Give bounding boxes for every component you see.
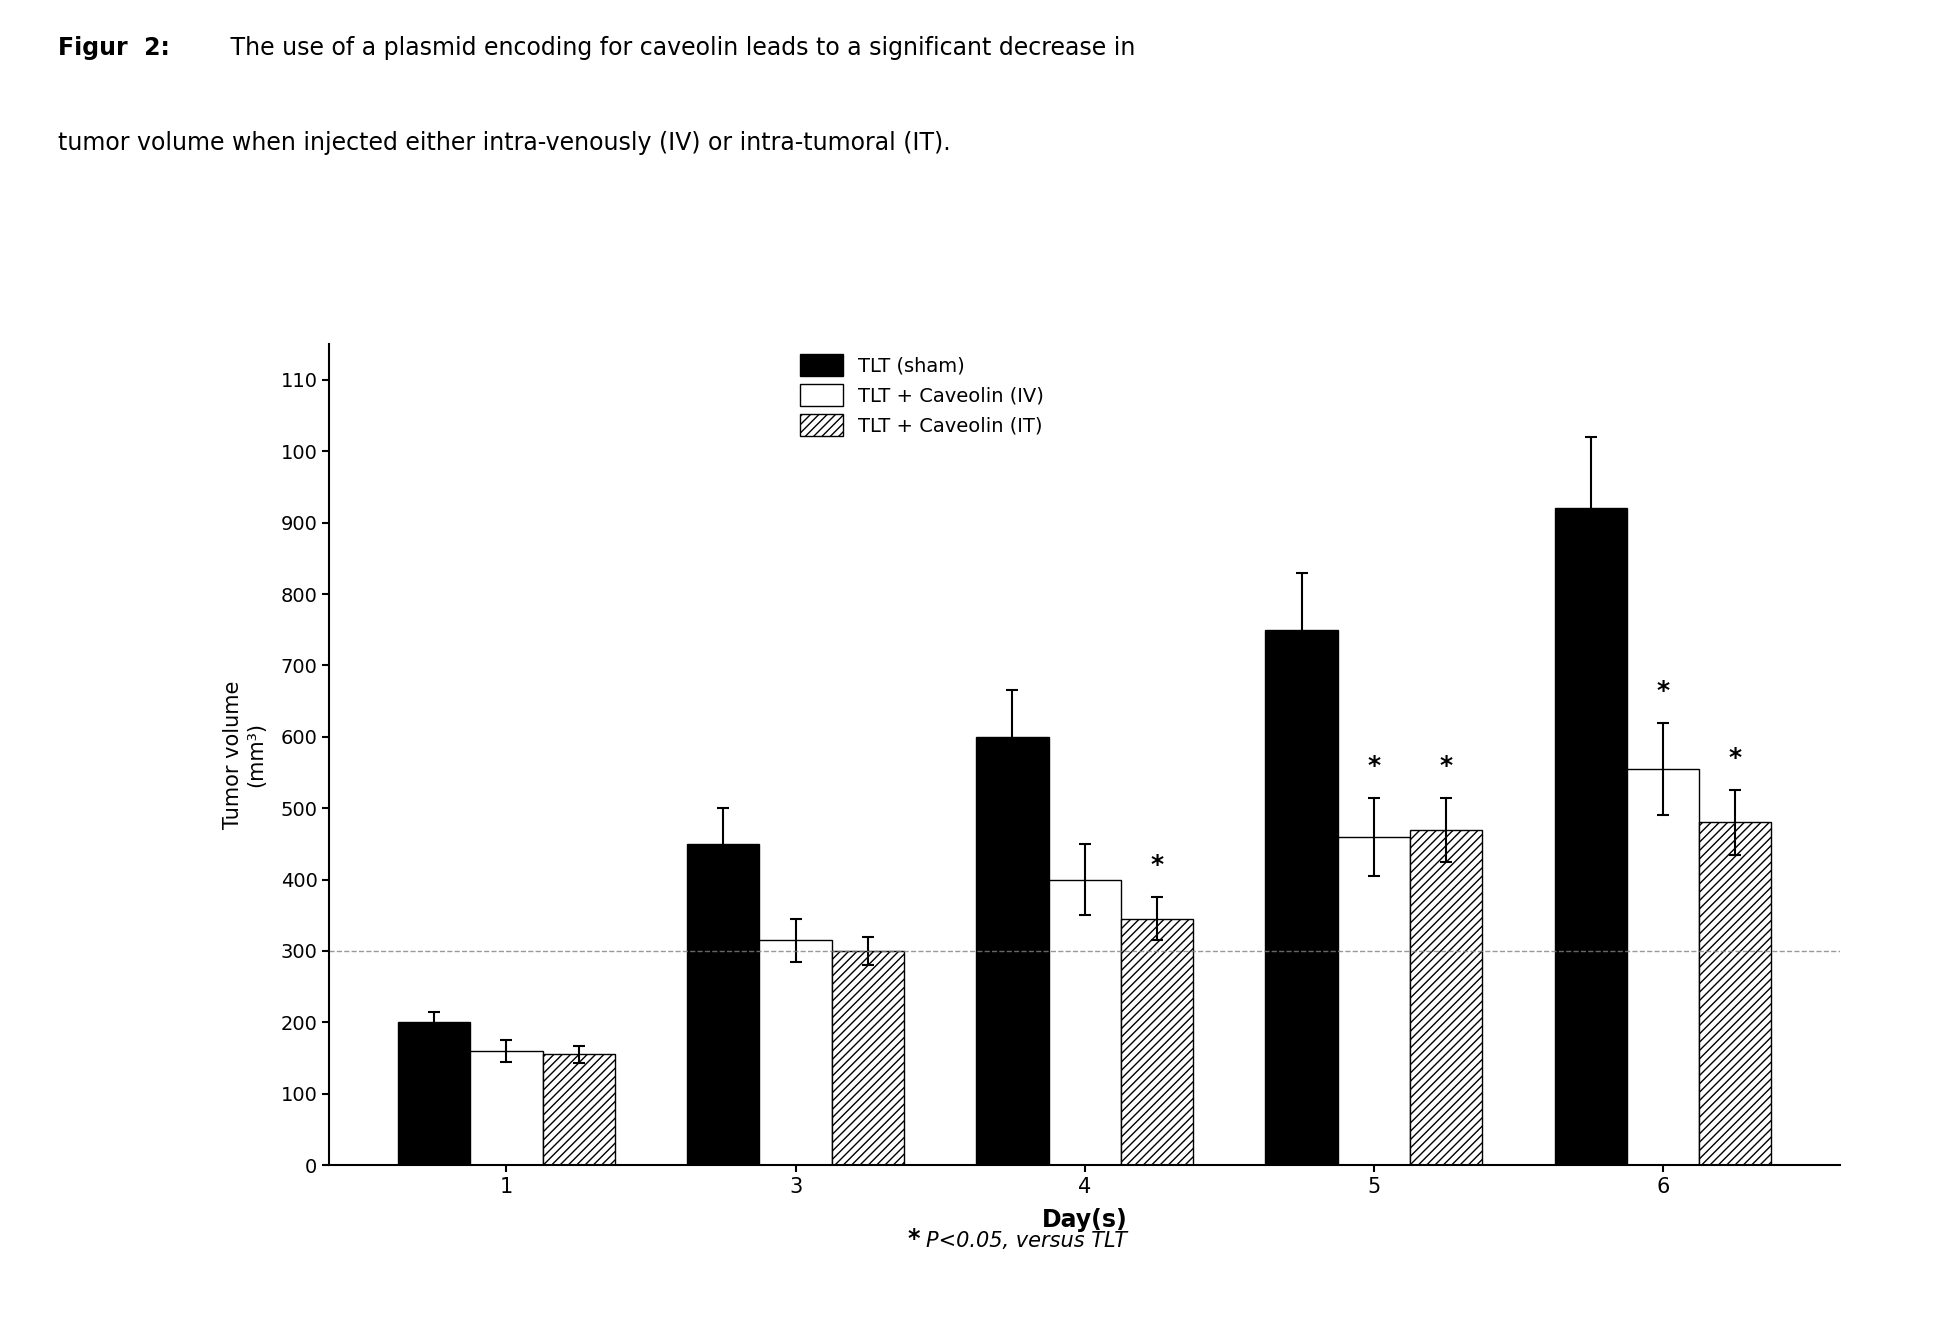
Bar	[1555, 508, 1627, 1165]
Bar	[1699, 822, 1772, 1165]
Bar	[1122, 919, 1193, 1165]
Text: *: *	[1728, 747, 1741, 771]
Bar	[471, 1051, 542, 1165]
Text: The use of a plasmid encoding for caveolin leads to a significant decrease in: The use of a plasmid encoding for caveol…	[223, 36, 1135, 60]
Bar	[1627, 769, 1699, 1165]
Bar	[1265, 630, 1338, 1165]
Legend: TLT (sham), TLT + Caveolin (IV), TLT + Caveolin (IT): TLT (sham), TLT + Caveolin (IV), TLT + C…	[792, 346, 1052, 445]
Bar	[976, 737, 1048, 1165]
X-axis label: Day(s): Day(s)	[1042, 1207, 1127, 1233]
Bar	[1338, 837, 1410, 1165]
Text: *: *	[1656, 679, 1670, 703]
Bar	[1410, 830, 1482, 1165]
Text: *: *	[1439, 753, 1453, 777]
Text: *: *	[1368, 753, 1381, 777]
Bar	[1048, 879, 1122, 1165]
Bar	[688, 843, 759, 1165]
Bar	[542, 1054, 614, 1165]
Text: Figur  2:: Figur 2:	[58, 36, 170, 60]
Text: *: *	[1151, 854, 1164, 878]
Text: *: *	[908, 1227, 920, 1251]
Bar	[397, 1022, 471, 1165]
Text: P<0.05, versus TLT: P<0.05, versus TLT	[926, 1231, 1127, 1251]
Bar	[831, 951, 905, 1165]
Bar	[759, 940, 831, 1165]
Y-axis label: Tumor volume
(mm³): Tumor volume (mm³)	[223, 681, 267, 829]
Text: tumor volume when injected either intra-venously (IV) or intra-tumoral (IT).: tumor volume when injected either intra-…	[58, 131, 951, 155]
